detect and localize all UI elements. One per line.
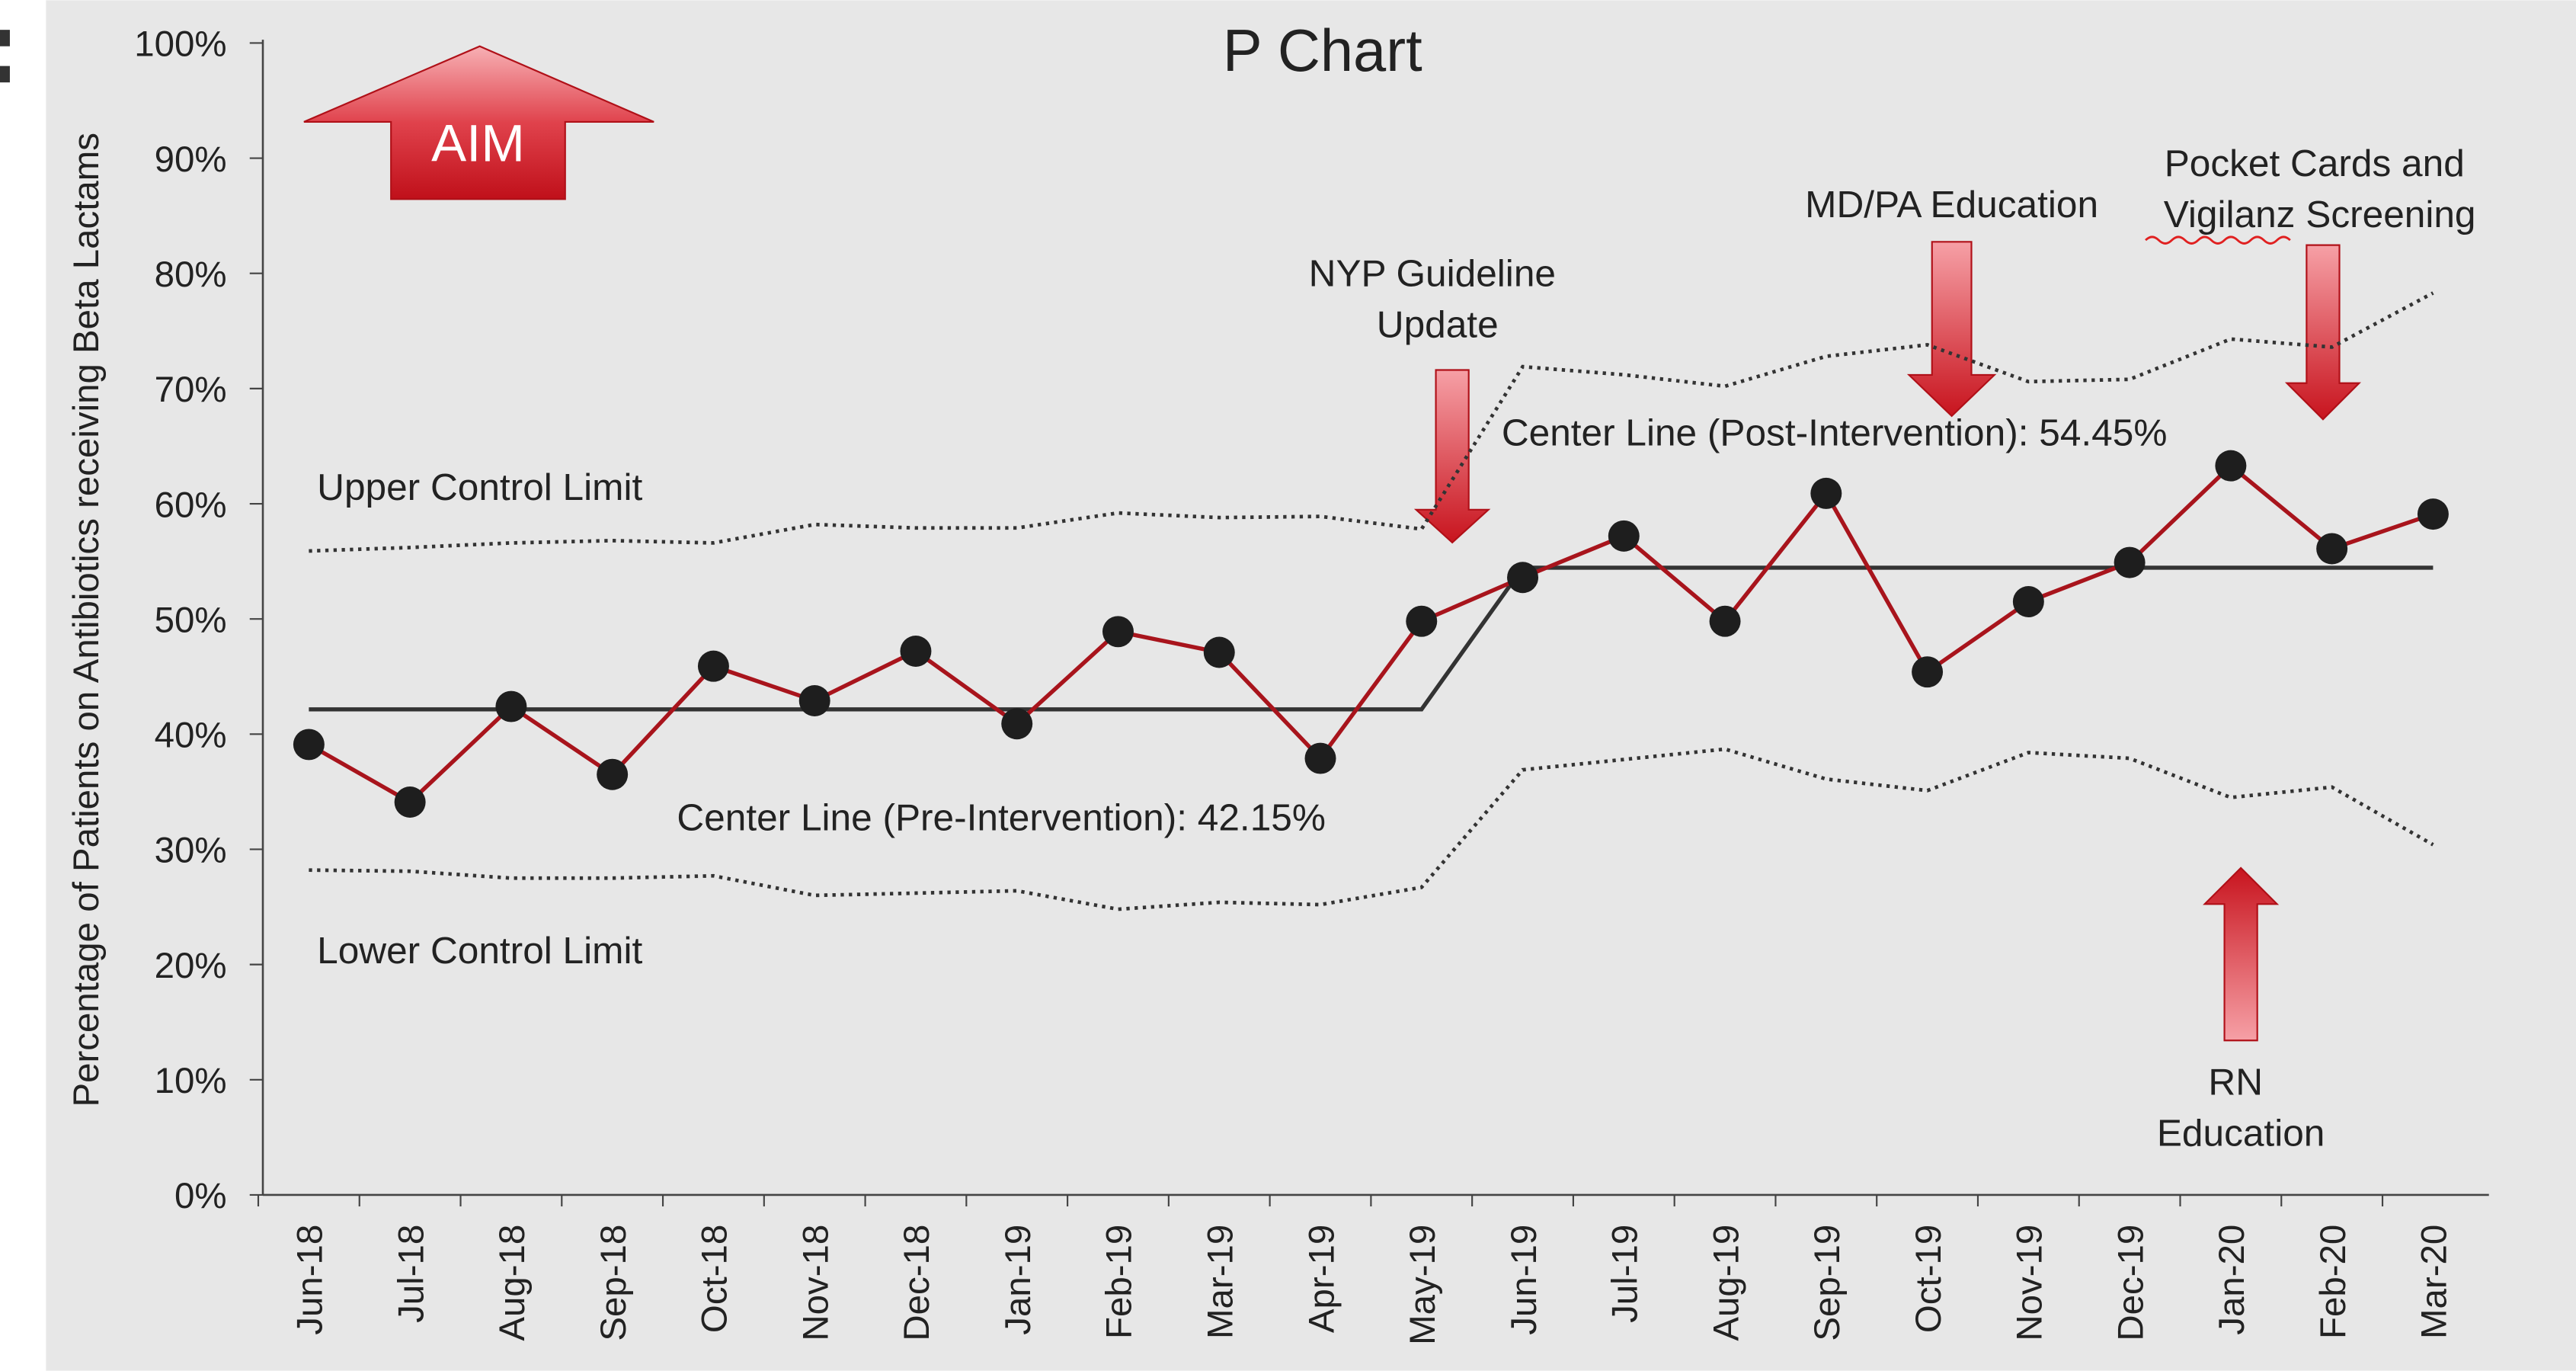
chart-bg [46,0,2576,1371]
rn-line: Education [2157,1111,2325,1154]
mdpa-label: MD/PA Education [1805,183,2098,226]
y-tick-label: 100% [134,24,226,65]
data-point [2316,533,2348,565]
data-point [1102,616,1134,648]
x-tick-label: Sep-19 [1807,1225,1848,1341]
x-tick-label: Aug-18 [492,1225,533,1341]
data-point [2417,498,2449,530]
data-point [293,729,325,761]
nyp-label: NYP Guideline Update [1309,252,1566,346]
arrow-down [2284,244,2361,421]
nyp-line: Update [1377,303,1499,345]
x-tick-label: Dec-19 [2110,1225,2151,1341]
data-point [1001,708,1033,740]
pocket-label: Pocket Cards and Vigilanz Screening [2164,142,2476,235]
arrow-down [1413,369,1491,544]
y-tick-label: 0% [174,1176,227,1216]
data-point [1810,477,1842,509]
ucl-label: Upper Control Limit [317,466,642,508]
pocket-line: Pocket Cards and [2165,142,2465,184]
x-tick-label: Sep-18 [594,1225,634,1341]
x-tick-label: Jun-18 [290,1225,331,1335]
lcl-label: Lower Control Limit [317,929,642,972]
x-tick-label: Feb-20 [2313,1225,2354,1339]
data-point [2114,546,2146,578]
aim-arrow [303,45,654,200]
x-tick-label: Dec-18 [897,1225,937,1341]
data-point [1912,656,1944,688]
x-tick-label: Jun-19 [1504,1225,1544,1335]
data-point [697,650,729,682]
data-point [900,636,932,667]
y-tick-label: 50% [155,600,227,640]
x-tick-label: Oct-19 [1909,1225,1949,1333]
arrow-down [1906,241,1997,418]
data-point [394,786,426,818]
data-point [597,758,629,790]
center-line [309,565,2434,712]
x-tick-label: Apr-19 [1301,1225,1342,1333]
data-point [1709,605,1741,637]
y-tick-label: 60% [155,485,227,525]
edge-mark [0,30,10,46]
x-tick-label: Mar-20 [2414,1225,2455,1339]
x-tick-label: Nov-18 [795,1225,836,1341]
spell-underline [2145,235,2291,245]
x-tick-label: Feb-19 [1099,1225,1140,1339]
data-point [1507,562,1539,594]
arrow-up [2203,866,2280,1042]
aim-label: AIM [431,114,525,173]
y-axis-label: Percentage of Patients on Antibiotics re… [66,133,107,1107]
x-tick-label: Aug-19 [1706,1225,1746,1341]
y-tick-label: 40% [155,716,227,756]
x-tick-label: Nov-19 [2010,1225,2050,1341]
data-point [1608,520,1640,552]
x-tick-label: May-19 [1403,1225,1443,1345]
y-tick-label: 90% [155,139,227,180]
control-limit [309,291,2434,553]
center-pre-label: Center Line (Pre-Intervention): 42.15% [677,796,1326,838]
y-tick-label: 10% [155,1061,227,1101]
pocket-line: Vigilanz Screening [2164,193,2476,235]
center-post-label: Center Line (Post-Intervention): 54.45% [1502,412,2168,454]
data-point [1304,742,1336,774]
data-point [495,690,527,722]
data-point [1406,605,1438,637]
chart-title: P Chart [1223,18,1422,84]
control-limit [309,747,2434,911]
rn-label: RN Education [2157,1060,2325,1154]
x-tick-label: Oct-18 [695,1225,735,1333]
x-tick-label: Jan-20 [2212,1225,2252,1335]
data-point [1203,636,1235,668]
x-tick-label: Jul-18 [391,1225,431,1323]
rn-line: RN [2208,1060,2263,1103]
x-tick-label: Jul-19 [1605,1225,1646,1323]
data-point [2012,586,2044,617]
edge-mark [0,66,10,83]
x-tick-label: Jan-19 [998,1225,1038,1335]
y-tick-label: 80% [155,255,227,295]
y-tick-label: 70% [155,370,227,410]
x-tick-label: Mar-19 [1200,1225,1240,1339]
data-point [798,685,830,716]
nyp-line: NYP Guideline [1309,252,1556,295]
data-point [2215,450,2247,482]
data-line [308,463,2434,805]
y-tick-label: 30% [155,831,227,871]
y-tick-label: 20% [155,946,227,986]
